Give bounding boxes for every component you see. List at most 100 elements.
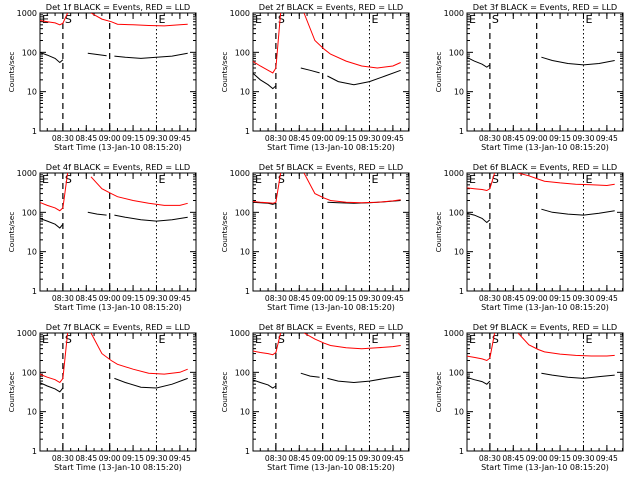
x-tick-label: 08:45 — [75, 294, 97, 303]
panel-title: Det 9f BLACK = Events, RED = LLD — [473, 322, 617, 332]
x-tick-label: 08:30 — [479, 294, 501, 303]
x-tick-label: 09:45 — [596, 294, 618, 303]
x-tick-label: 09:15 — [549, 454, 571, 463]
y-tick-label: 1000 — [444, 9, 464, 18]
x-tick-label: 09:30 — [573, 134, 595, 143]
panel-title: Det 4f BLACK = Events, RED = LLD — [46, 162, 190, 172]
marker-label: E — [42, 13, 49, 26]
marker-label: E — [585, 13, 592, 26]
x-tick-label: 08:30 — [265, 134, 287, 143]
x-axis-label: Start Time (13-Jan-10 08:15:20) — [267, 143, 395, 152]
x-tick-label: 08:45 — [288, 294, 310, 303]
x-tick-label: 09:45 — [596, 134, 618, 143]
lld-series-line — [467, 333, 615, 362]
y-axis-label: Counts/sec — [434, 212, 443, 253]
marker-label: E — [469, 13, 476, 26]
lld-series-line — [40, 13, 188, 27]
x-tick-label: 08:30 — [52, 294, 74, 303]
marker-label: S — [278, 333, 285, 346]
y-tick-label: 1 — [32, 447, 37, 456]
events-series-line — [40, 51, 188, 64]
y-tick-label: 10 — [454, 408, 464, 417]
x-tick-label: 09:00 — [99, 294, 121, 303]
y-tick-label: 1000 — [230, 9, 250, 18]
y-tick-label: 1 — [32, 287, 37, 296]
y-tick-label: 10 — [454, 88, 464, 97]
y-tick-label: 10 — [27, 408, 37, 417]
marker-label: S — [65, 13, 72, 26]
y-tick-label: 10 — [27, 248, 37, 257]
detector-panel: Det 6f BLACK = Events, RED = LLD 1 10 100 10… — [434, 162, 624, 312]
x-tick-label: 08:45 — [288, 134, 310, 143]
x-tick-label: 09:15 — [335, 294, 357, 303]
lld-series-line — [467, 173, 615, 192]
events-series-line — [467, 372, 615, 385]
x-tick-label: 08:30 — [265, 294, 287, 303]
plot-frame — [252, 332, 410, 452]
events-series-line — [40, 211, 188, 229]
y-axis-label: Counts/sec — [7, 52, 16, 93]
x-tick-label: 09:45 — [169, 294, 191, 303]
panel-title: Det 3f BLACK = Events, RED = LLD — [473, 2, 617, 12]
lld-series-line — [253, 13, 401, 74]
y-tick-label: 1000 — [444, 329, 464, 338]
y-tick-label: 1000 — [230, 329, 250, 338]
panel-title: Det 7f BLACK = Events, RED = LLD — [46, 322, 190, 332]
x-tick-label: 09:15 — [549, 134, 571, 143]
events-series-line — [253, 372, 401, 389]
x-tick-label: 09:00 — [526, 134, 548, 143]
marker-label: E — [255, 13, 262, 26]
plot-frame — [466, 172, 624, 292]
x-tick-label: 08:30 — [52, 134, 74, 143]
x-tick-label: 09:00 — [526, 454, 548, 463]
detector-panel: Det 8f BLACK = Events, RED = LLD 1 10 100 10… — [220, 322, 410, 472]
marker-label: E — [585, 333, 592, 346]
panel-title: Det 6f BLACK = Events, RED = LLD — [473, 162, 617, 172]
events-series-line — [467, 208, 615, 224]
y-tick-label: 1 — [459, 447, 464, 456]
marker-label: S — [492, 333, 499, 346]
marker-label: E — [42, 333, 49, 346]
x-tick-label: 09:15 — [335, 134, 357, 143]
x-axis-label: Start Time (13-Jan-10 08:15:20) — [54, 463, 182, 472]
lld-series-line — [40, 333, 188, 384]
x-tick-label: 09:45 — [169, 134, 191, 143]
y-tick-label: 1 — [32, 127, 37, 136]
x-tick-label: 09:15 — [122, 454, 144, 463]
marker-label: E — [255, 173, 262, 186]
x-tick-label: 08:30 — [52, 454, 74, 463]
plot-frame — [39, 12, 197, 132]
y-tick-label: 100 — [449, 208, 464, 217]
x-tick-label: 08:45 — [502, 294, 524, 303]
marker-label: E — [42, 173, 49, 186]
y-axis-label: Counts/sec — [7, 212, 16, 253]
y-tick-label: 100 — [22, 368, 37, 377]
x-tick-label: 08:30 — [479, 134, 501, 143]
y-axis-label: Counts/sec — [434, 372, 443, 413]
x-tick-label: 09:30 — [146, 454, 168, 463]
x-tick-label: 08:45 — [502, 134, 524, 143]
detector-panel: Det 1f BLACK = Events, RED = LLD 1 10 100 10… — [7, 2, 197, 152]
x-tick-label: 09:00 — [526, 294, 548, 303]
x-tick-label: 09:30 — [359, 454, 381, 463]
x-axis-label: Start Time (13-Jan-10 08:15:20) — [481, 303, 609, 312]
panel-title: Det 5f BLACK = Events, RED = LLD — [259, 162, 403, 172]
x-tick-label: 09:00 — [312, 294, 334, 303]
detector-panel: Det 5f BLACK = Events, RED = LLD 1 10 100 10… — [220, 162, 410, 312]
x-axis-label: Start Time (13-Jan-10 08:15:20) — [54, 303, 182, 312]
x-tick-label: 09:30 — [146, 134, 168, 143]
marker-label: E — [255, 333, 262, 346]
lld-series-line — [253, 173, 401, 204]
marker-label: E — [371, 173, 378, 186]
y-tick-label: 100 — [449, 48, 464, 57]
panel-title: Det 2f BLACK = Events, RED = LLD — [259, 2, 403, 12]
y-axis-label: Counts/sec — [434, 52, 443, 93]
marker-label: E — [158, 333, 165, 346]
y-tick-label: 100 — [235, 368, 250, 377]
x-tick-label: 09:30 — [573, 294, 595, 303]
y-tick-label: 1000 — [17, 169, 37, 178]
x-tick-label: 09:15 — [335, 454, 357, 463]
x-tick-label: 09:45 — [382, 454, 404, 463]
